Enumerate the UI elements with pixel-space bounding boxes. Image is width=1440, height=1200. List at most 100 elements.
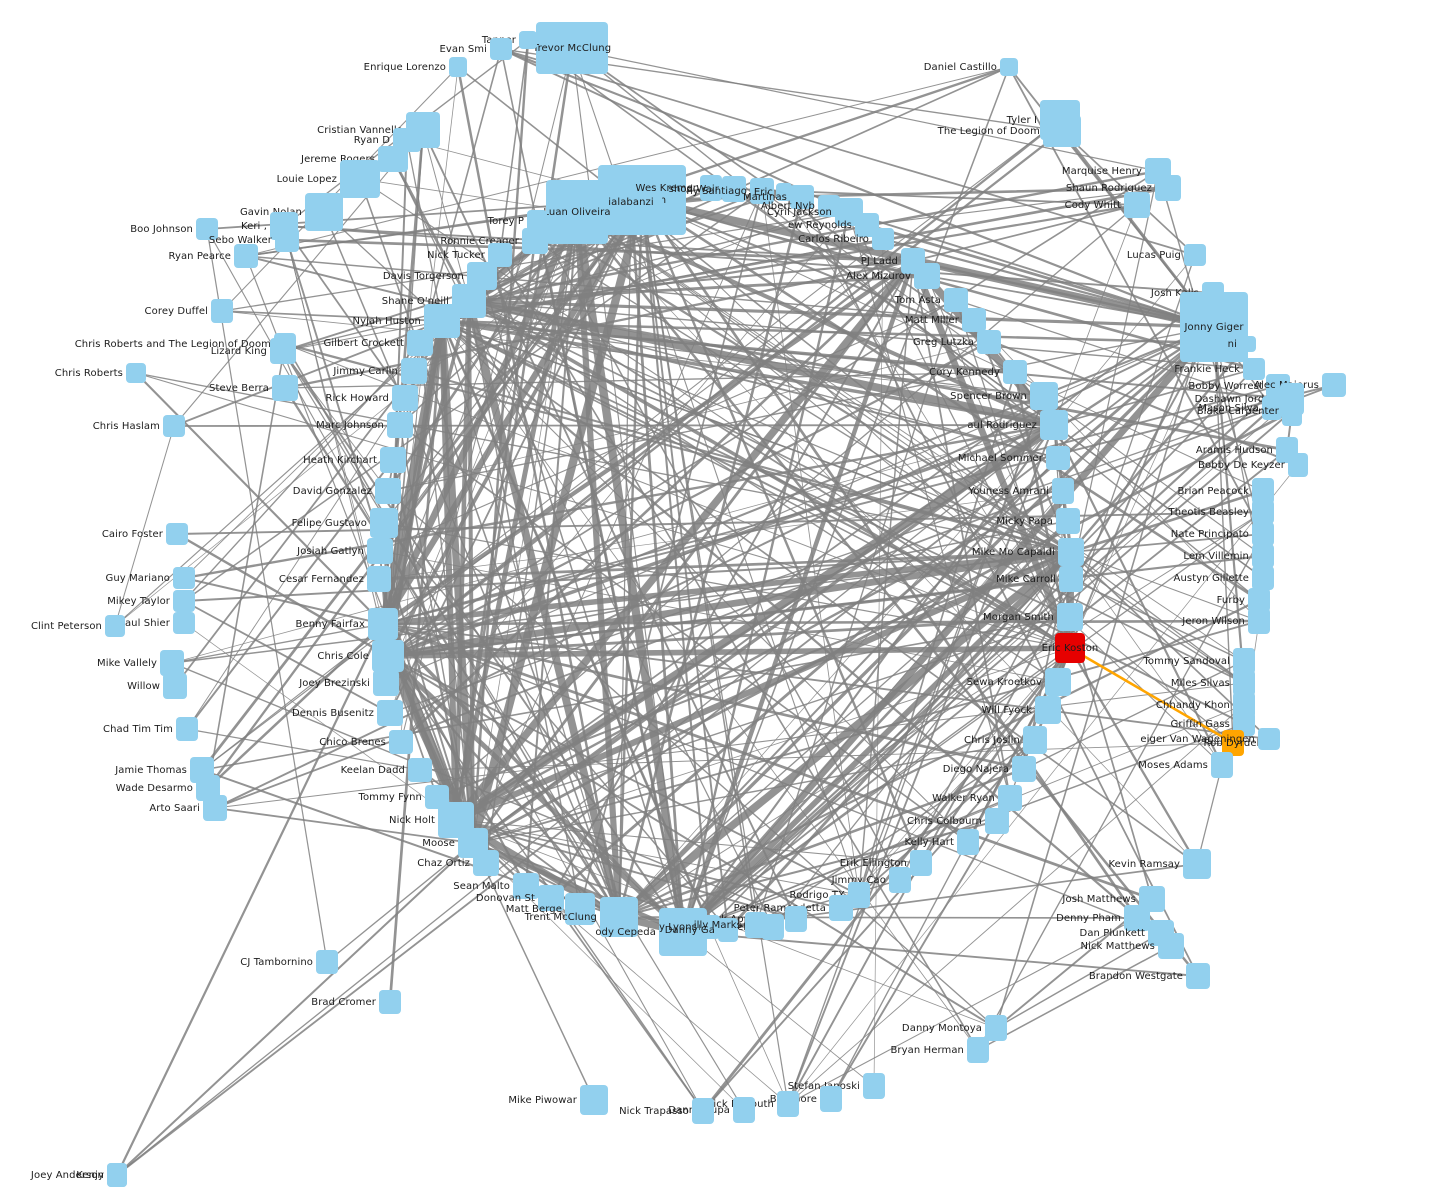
graph-node-alex-mizurov[interactable] bbox=[914, 263, 940, 289]
graph-node-chris-colbourn[interactable] bbox=[985, 808, 1009, 834]
graph-node-sebo-walker[interactable] bbox=[275, 228, 299, 252]
graph-node-luan-oliveira[interactable] bbox=[546, 180, 608, 244]
graph-node-rodrigo-tx[interactable] bbox=[848, 882, 870, 908]
graph-node-stefan-janoski[interactable] bbox=[863, 1073, 885, 1099]
graph-node-albert-nyberg[interactable] bbox=[818, 195, 840, 217]
graph-node-cody-whitt[interactable] bbox=[1124, 192, 1150, 218]
graph-node-steve-berra[interactable] bbox=[272, 375, 298, 401]
graph-node-dennis-busenitz[interactable] bbox=[377, 700, 403, 726]
graph-node-trent-mcclung[interactable] bbox=[600, 897, 638, 937]
graph-node-will-fyock[interactable] bbox=[1035, 696, 1061, 724]
graph-node-arto-saari[interactable] bbox=[203, 795, 227, 821]
graph-node-carlos-ribeiro[interactable] bbox=[872, 228, 894, 250]
graph-node-ronnie-creager[interactable] bbox=[522, 228, 548, 254]
graph-node-billy-marks[interactable] bbox=[745, 912, 767, 938]
graph-node-rob-dyrdek[interactable] bbox=[1222, 730, 1244, 756]
graph-node-willow[interactable] bbox=[163, 673, 187, 699]
graph-node-jeron-wilson[interactable] bbox=[1248, 608, 1270, 634]
graph-node-matt-bergevin[interactable] bbox=[565, 893, 595, 925]
graph-node-cj-tambornino[interactable] bbox=[316, 950, 338, 974]
graph-node-wes-kremer[interactable] bbox=[700, 175, 722, 201]
graph-node-paul-shier[interactable] bbox=[173, 612, 195, 634]
graph-node-benny-fairfax[interactable] bbox=[368, 608, 398, 640]
graph-node-chris-cole[interactable] bbox=[372, 640, 404, 672]
graph-node-amrani-r[interactable] bbox=[1240, 336, 1256, 352]
graph-node-chad-tim-tim[interactable] bbox=[176, 717, 198, 741]
graph-node-bryan-herman[interactable] bbox=[967, 1037, 989, 1063]
graph-node-austyn-gillette[interactable] bbox=[1252, 566, 1274, 590]
graph-node-morgan-smith[interactable] bbox=[1057, 603, 1083, 631]
graph-node-danny-supa[interactable] bbox=[733, 1097, 755, 1123]
graph-node-sean-malto[interactable] bbox=[513, 873, 539, 899]
graph-node-martinas[interactable] bbox=[790, 185, 814, 209]
graph-node-mike-piwowar[interactable] bbox=[580, 1085, 608, 1115]
graph-node-chris-joslin[interactable] bbox=[1023, 726, 1047, 754]
graph-node-jimmy-carlin[interactable] bbox=[401, 358, 427, 384]
graph-node-cody-cepeda[interactable] bbox=[659, 908, 707, 956]
graph-node-chhandy-khon[interactable] bbox=[1233, 692, 1255, 718]
graph-node-youness-amrani[interactable] bbox=[1052, 478, 1074, 504]
graph-node-joey-brezinski[interactable] bbox=[373, 670, 399, 696]
graph-node-jonny-giger[interactable] bbox=[1180, 292, 1248, 362]
graph-node-gavin-nolan[interactable] bbox=[305, 193, 343, 231]
graph-node-ty-lyons[interactable] bbox=[700, 915, 720, 939]
graph-node-corey-duffel[interactable] bbox=[211, 299, 233, 323]
graph-node-torey-pudwill[interactable] bbox=[527, 210, 547, 232]
graph-node-legion-of-doom[interactable] bbox=[1043, 115, 1081, 147]
graph-node-paul-rodriguez[interactable] bbox=[1040, 410, 1068, 440]
graph-node-daniel-castillo[interactable] bbox=[1000, 58, 1018, 76]
graph-node-josiah-gatlyn[interactable] bbox=[367, 538, 393, 564]
graph-node-mason-silva[interactable] bbox=[1262, 396, 1282, 420]
graph-node-gilbert-crockett[interactable] bbox=[407, 330, 433, 356]
graph-node-danny-garcia[interactable] bbox=[718, 918, 738, 942]
graph-node-walker-ryan[interactable] bbox=[998, 785, 1022, 811]
graph-node-david-gonzalez[interactable] bbox=[375, 478, 401, 504]
graph-node-micky-papa[interactable] bbox=[1056, 508, 1080, 534]
graph-node-brandon-biebel[interactable] bbox=[762, 914, 784, 940]
graph-node-ryan-pearce[interactable] bbox=[234, 244, 258, 268]
graph-node-marc-johnson[interactable] bbox=[387, 412, 413, 438]
graph-node-lem-villemin[interactable] bbox=[1252, 544, 1274, 568]
graph-node-nate-principato[interactable] bbox=[1252, 522, 1274, 546]
graph-node-jereme-rogers[interactable] bbox=[378, 146, 408, 172]
graph-node-spencer-brown[interactable] bbox=[1030, 382, 1058, 410]
graph-node-eric-koston[interactable] bbox=[1055, 633, 1085, 663]
graph-node-cesar-fernandez[interactable] bbox=[367, 566, 391, 592]
graph-node-miles-silvas[interactable] bbox=[1233, 670, 1255, 696]
graph-node-brandon-westgate[interactable] bbox=[1186, 963, 1210, 989]
graph-node-felipe-gustavo[interactable] bbox=[370, 508, 398, 538]
graph-node-tommy-sandoval[interactable] bbox=[1233, 648, 1255, 674]
graph-node-michael-sommer[interactable] bbox=[1046, 446, 1070, 470]
graph-node-mikey-taylor[interactable] bbox=[173, 590, 195, 612]
graph-node-shaun-rodriguez[interactable] bbox=[1155, 175, 1181, 201]
graph-node-jimmy-cao[interactable] bbox=[889, 867, 911, 893]
graph-node-joey-anderson[interactable] bbox=[107, 1163, 127, 1187]
graph-node-keelan-dadd[interactable] bbox=[408, 758, 432, 782]
graph-node-malabanzi[interactable] bbox=[600, 176, 662, 228]
graph-node-nick-mclouth[interactable] bbox=[777, 1091, 799, 1117]
graph-node-boo-johnson[interactable] bbox=[196, 218, 218, 240]
graph-node-chico-brenes[interactable] bbox=[389, 730, 413, 754]
graph-node-chaz-ortiz[interactable] bbox=[473, 850, 499, 876]
graph-node-sewa-kroetkov[interactable] bbox=[1045, 668, 1071, 696]
graph-node-diego-najera[interactable] bbox=[1012, 756, 1036, 782]
graph-node-rick-howard[interactable] bbox=[392, 385, 418, 411]
graph-node-nick-matthews[interactable] bbox=[1158, 933, 1184, 959]
graph-node-chris-roberts[interactable] bbox=[126, 363, 146, 383]
graph-node-nick-trapasso[interactable] bbox=[692, 1098, 714, 1124]
graph-node-ben-gore[interactable] bbox=[820, 1086, 842, 1112]
graph-node-furby[interactable] bbox=[1248, 588, 1270, 612]
graph-node-moses-adams[interactable] bbox=[1211, 752, 1233, 778]
graph-node-trevor-mcclung[interactable] bbox=[536, 22, 608, 74]
graph-node-louie-lopez[interactable] bbox=[340, 160, 380, 198]
graph-node-frankie-heck[interactable] bbox=[1243, 358, 1265, 380]
graph-node-donovan-st[interactable] bbox=[538, 885, 564, 911]
graph-node-blake-carpenter[interactable] bbox=[1282, 396, 1302, 426]
graph-node-brian-peacock[interactable] bbox=[1252, 478, 1274, 504]
graph-node-erik-ellington[interactable] bbox=[910, 850, 932, 876]
graph-node-lucas-puig[interactable] bbox=[1184, 244, 1206, 266]
graph-node-clint-peterson[interactable] bbox=[105, 615, 125, 637]
graph-node-eric-m[interactable] bbox=[776, 183, 792, 201]
graph-node-chris-haslam[interactable] bbox=[163, 415, 185, 437]
graph-node-kelly-hart[interactable] bbox=[957, 829, 979, 855]
